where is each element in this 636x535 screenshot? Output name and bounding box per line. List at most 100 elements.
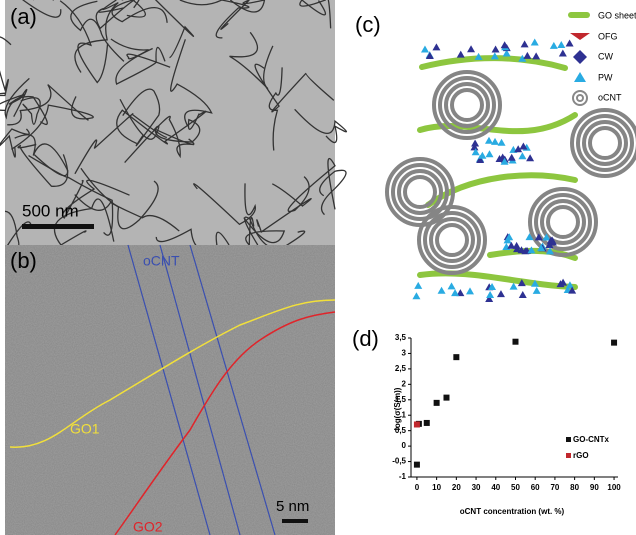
nanotube [7, 84, 89, 126]
nanotube [121, 0, 195, 59]
particle [568, 286, 577, 294]
panel-a: (a) 500 nm [0, 0, 348, 250]
legend-label: rGO [573, 451, 589, 460]
particle [518, 152, 527, 160]
particle [490, 52, 499, 60]
nanotube [229, 31, 274, 90]
panel-label: (c) [355, 12, 381, 37]
particle [420, 45, 429, 53]
particle [513, 245, 522, 253]
nanotube [319, 169, 347, 216]
particle [432, 43, 441, 51]
particle [484, 136, 493, 144]
particle [530, 279, 539, 287]
particle [523, 51, 532, 59]
texture [5, 245, 335, 535]
particle [505, 233, 514, 241]
particle [447, 282, 456, 290]
particle [518, 54, 527, 62]
particle [518, 291, 527, 299]
legend-icon [570, 33, 590, 40]
nanotube [294, 108, 348, 144]
nanotube [110, 38, 171, 68]
y-tick-label: 3 [402, 349, 407, 358]
y-tick-label: -1 [399, 472, 407, 481]
x-tick-label: 80 [570, 483, 579, 492]
nanotube [14, 134, 69, 177]
particle [549, 41, 558, 49]
nanotube [0, 36, 12, 97]
x-tick-label: 10 [432, 483, 441, 492]
legend-icon [576, 94, 584, 102]
legend-icon [572, 90, 588, 106]
legend-label: GO sheet [598, 10, 636, 20]
particle [530, 38, 539, 46]
nanotube [169, 39, 213, 127]
nanotube [243, 216, 286, 247]
particle [497, 138, 506, 146]
legend-swatch [566, 453, 571, 458]
ring [444, 82, 490, 128]
y-tick-label: 3,5 [395, 333, 407, 342]
particle [456, 50, 465, 58]
particle [474, 52, 483, 60]
particle [557, 41, 566, 49]
ring [417, 205, 487, 275]
ring [432, 70, 502, 140]
x-tick-label: 20 [452, 483, 461, 492]
y-tick-label: -0,5 [392, 457, 406, 466]
nanotube [116, 109, 207, 145]
particle [470, 143, 479, 151]
micrograph [5, 0, 335, 245]
particle [507, 241, 516, 249]
ring [576, 114, 634, 172]
ring [385, 157, 455, 227]
nanotube [11, 96, 94, 150]
point [512, 338, 519, 345]
ring [429, 217, 475, 263]
scale-label: 5 nm [276, 498, 309, 515]
particle [545, 247, 554, 255]
particle [546, 236, 555, 244]
nanotube [154, 113, 201, 143]
ring [423, 211, 481, 269]
nanotube [17, 143, 69, 187]
legend-label: CW [598, 51, 613, 61]
ring [438, 76, 496, 134]
point [443, 394, 450, 401]
y-tick-label: 1 [402, 410, 407, 419]
particle [451, 289, 460, 297]
cnt-outline [127, 244, 276, 535]
panel-d: (d) log(σ(S/m)) oCNT concentration (wt. … [352, 326, 621, 516]
nanotube [74, 0, 119, 73]
nanotube [268, 67, 283, 151]
nanotube [70, 0, 125, 62]
nanotube [59, 0, 109, 84]
particle [414, 281, 423, 289]
legend-icon [568, 12, 590, 18]
ring [397, 169, 443, 215]
scale-label: 500 nm [22, 201, 79, 220]
y-tick-label: 2,5 [395, 364, 407, 373]
y-axis-title: log(σ(S/m)) [393, 387, 402, 430]
ring [570, 108, 636, 178]
nanotube [95, 0, 140, 30]
particle [534, 233, 543, 241]
legend-icon [573, 50, 587, 64]
nanotube [179, 0, 250, 39]
ring [528, 187, 598, 257]
particle [512, 241, 521, 249]
particle [532, 52, 541, 60]
y-tick-label: 0,5 [395, 426, 407, 435]
nanotube [122, 88, 161, 147]
particle [520, 40, 529, 48]
particle [525, 233, 534, 241]
x-tick-label: 90 [590, 483, 599, 492]
particle [476, 156, 485, 164]
particle [507, 153, 516, 161]
particle [467, 45, 476, 53]
nanotube [62, 179, 130, 219]
particle [471, 139, 480, 147]
nanotube [0, 88, 28, 118]
